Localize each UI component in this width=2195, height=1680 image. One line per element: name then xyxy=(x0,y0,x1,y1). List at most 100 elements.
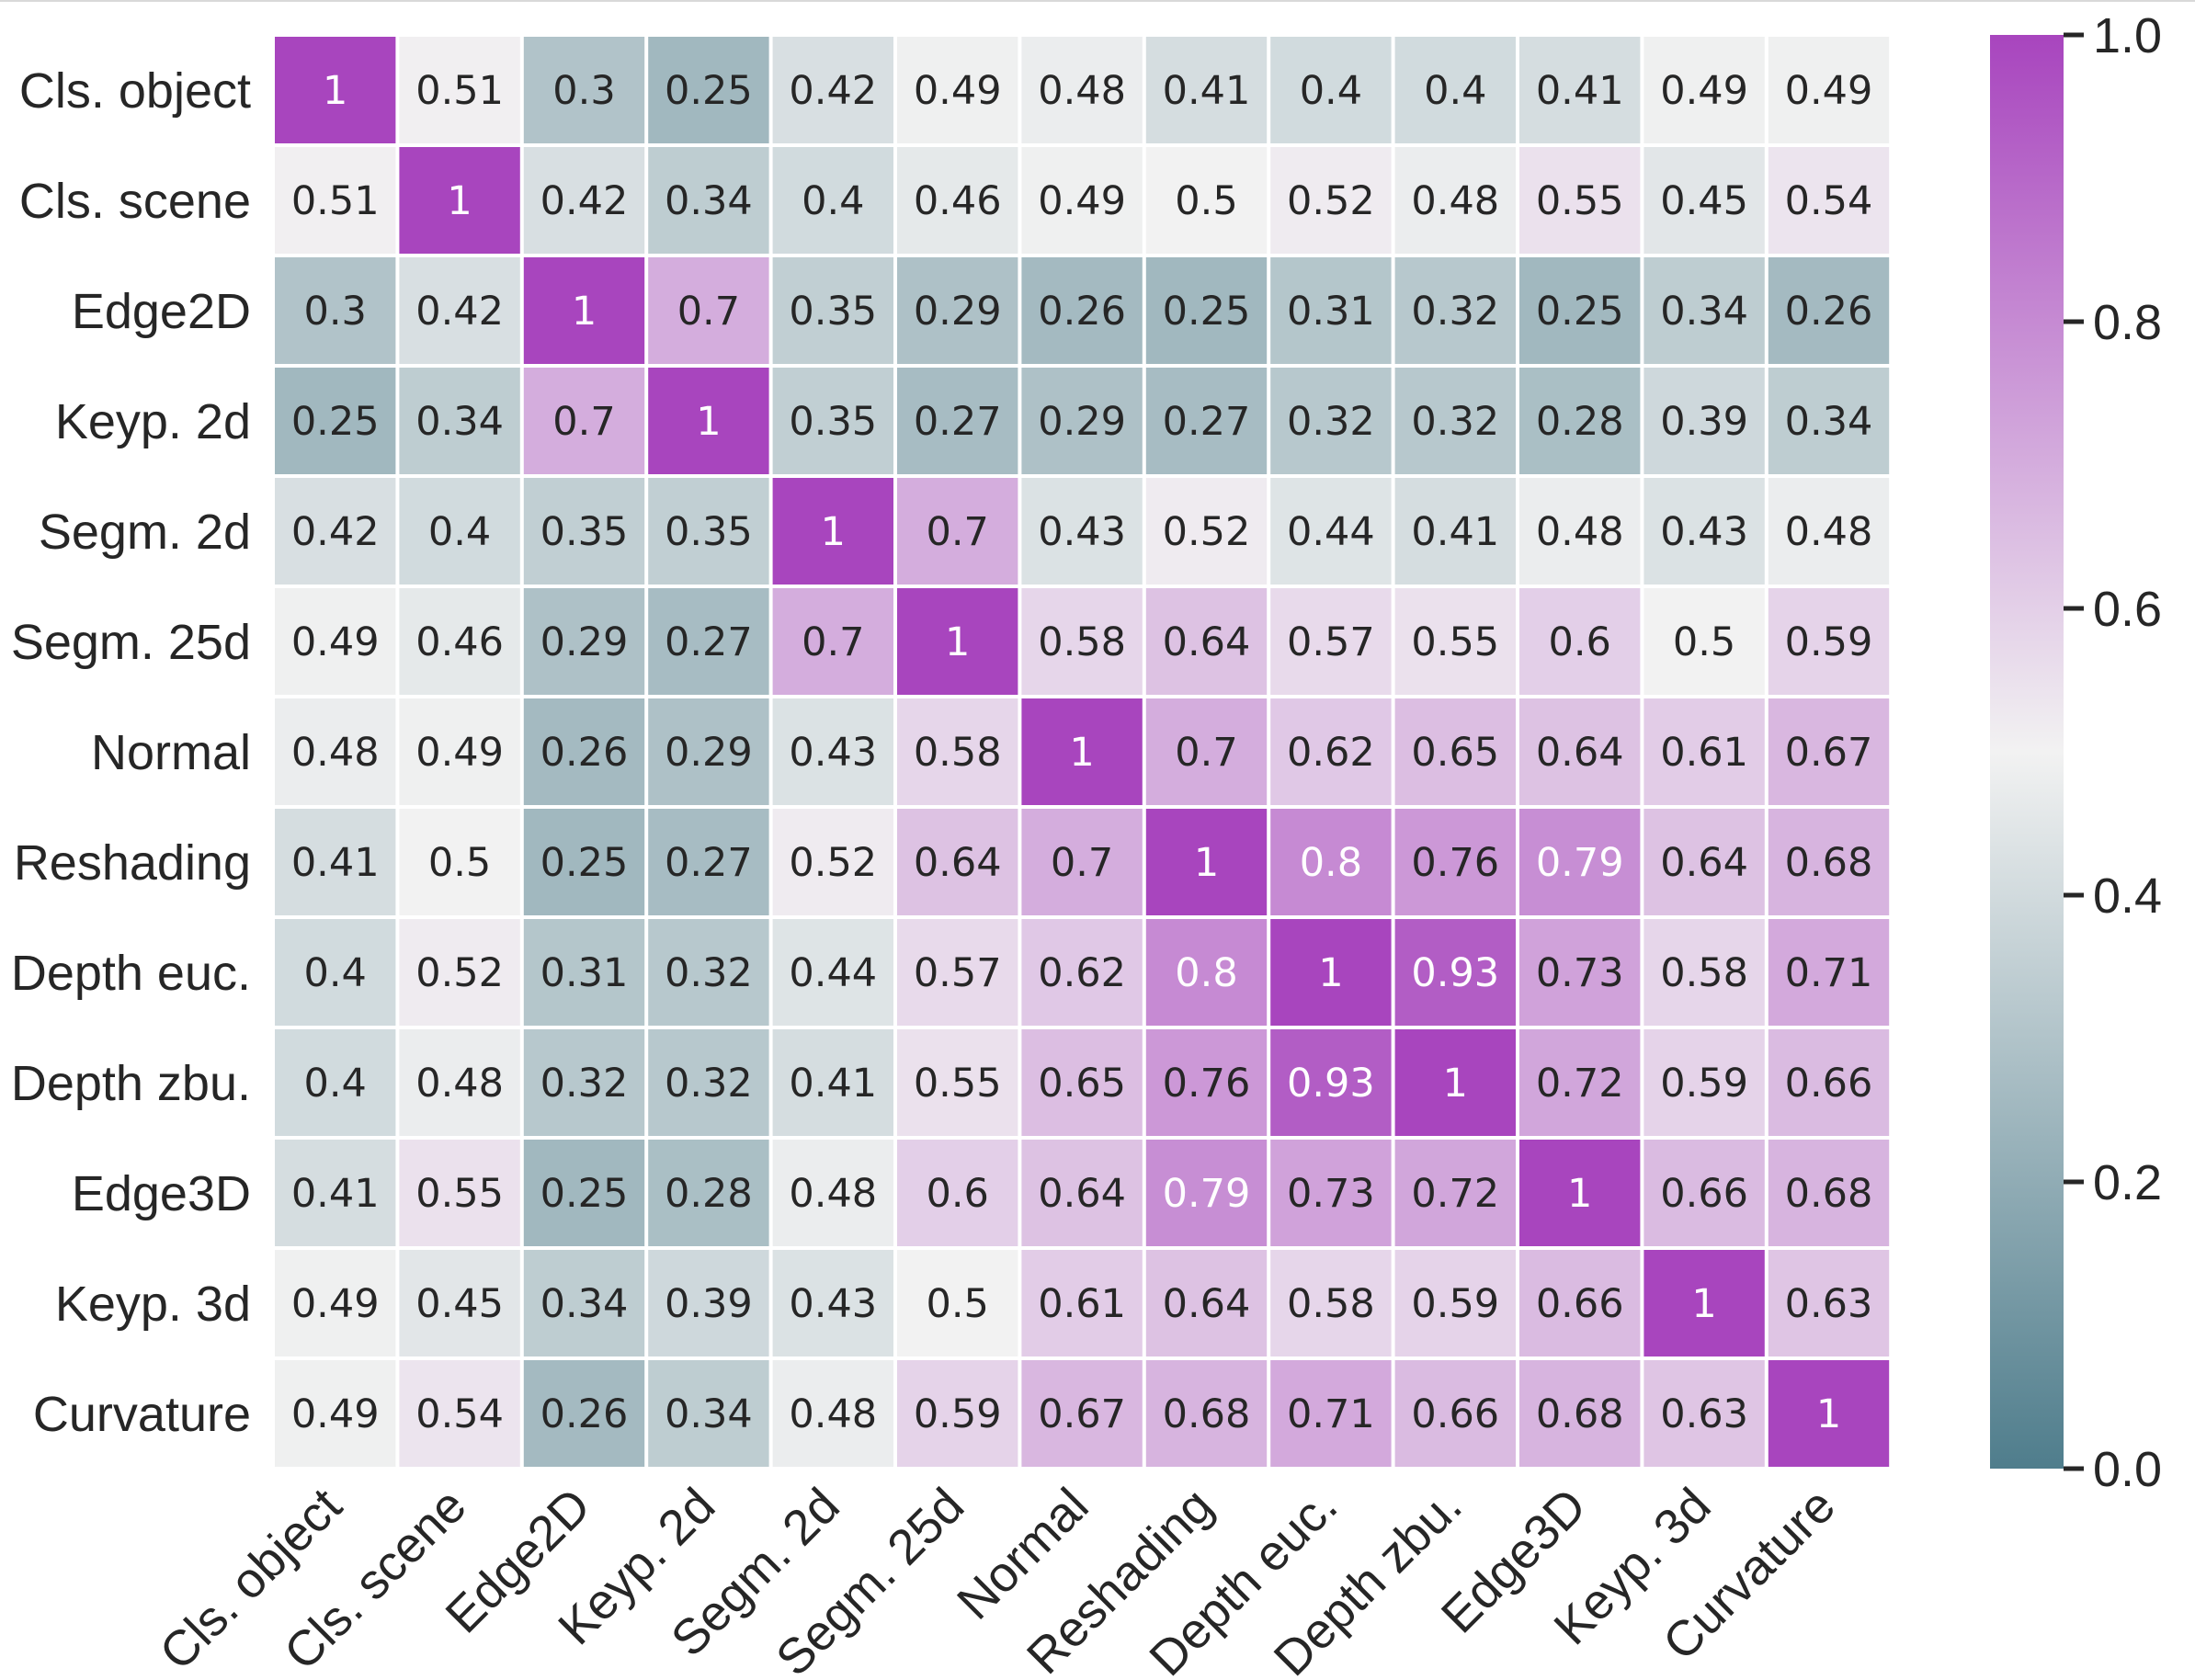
heatmap-cell xyxy=(648,478,769,585)
cell-value-label: 0.68 xyxy=(1785,840,1873,886)
cell-value-label: 0.48 xyxy=(789,1171,877,1217)
heatmap-cell xyxy=(275,257,396,364)
heatmap-cell xyxy=(897,1140,1018,1246)
cell-value-label: 0.4 xyxy=(1424,68,1486,114)
heatmap-cell xyxy=(1145,809,1268,915)
cell-value-label: 0.76 xyxy=(1163,1061,1251,1107)
cell-value-label: 0.57 xyxy=(1287,619,1375,665)
cell-value-label: 1 xyxy=(1691,1281,1716,1327)
cell-value-label: 0.34 xyxy=(1785,399,1873,445)
cell-value-label: 0.29 xyxy=(914,289,1002,335)
heatmap-cell xyxy=(1270,919,1392,1026)
heatmap-cell xyxy=(1270,698,1392,805)
heatmap-cell xyxy=(275,698,396,805)
cell-value-label: 0.93 xyxy=(1287,1061,1375,1107)
cell-value-label: 0.63 xyxy=(1660,1391,1748,1437)
row-label: Edge3D xyxy=(72,1166,251,1221)
heatmap-cell xyxy=(1768,1140,1890,1246)
heatmap-cell xyxy=(1643,1029,1765,1136)
heatmap-cell xyxy=(523,257,645,364)
cell-value-label: 0.63 xyxy=(1785,1281,1873,1327)
cell-value-label: 0.93 xyxy=(1411,950,1499,996)
heatmap-cell xyxy=(1270,1250,1392,1356)
cell-value-label: 0.64 xyxy=(1038,1171,1126,1217)
cell-value-label: 0.52 xyxy=(1287,178,1375,224)
cell-value-label: 0.41 xyxy=(291,1171,380,1217)
row-label: Curvature xyxy=(33,1387,251,1442)
heatmap-cell xyxy=(1270,147,1392,254)
cell-value-label: 0.67 xyxy=(1785,730,1873,776)
cell-value-label: 0.68 xyxy=(1785,1171,1873,1217)
heatmap-cell xyxy=(1270,588,1392,695)
heatmap-cell xyxy=(523,37,645,143)
heatmap-cell xyxy=(648,1250,769,1356)
heatmap-cell xyxy=(275,809,396,915)
cell-value-label: 0.64 xyxy=(914,840,1002,886)
cell-value-label: 0.5 xyxy=(927,1281,989,1327)
cell-value-label: 0.41 xyxy=(789,1061,877,1107)
cell-value-label: 0.27 xyxy=(1163,399,1251,445)
heatmap-cell xyxy=(523,478,645,585)
cell-value-label: 0.66 xyxy=(1785,1061,1873,1107)
heatmap-cell xyxy=(648,1140,769,1246)
heatmap-cell xyxy=(1270,37,1392,143)
heatmap-cell xyxy=(772,588,893,695)
cell-value-label: 0.29 xyxy=(540,619,629,665)
cell-value-label: 0.7 xyxy=(802,619,864,665)
heatmap-cell xyxy=(1021,1029,1143,1136)
heatmap-cell xyxy=(1643,1140,1765,1246)
cell-value-label: 0.68 xyxy=(1163,1391,1251,1437)
heatmap-cell xyxy=(275,1029,396,1136)
heatmap-cell xyxy=(1643,37,1765,143)
cell-value-label: 0.58 xyxy=(914,730,1002,776)
cell-value-label: 0.48 xyxy=(1785,509,1873,555)
cell-value-label: 0.59 xyxy=(1660,1061,1748,1107)
heatmap-cell xyxy=(897,1360,1018,1467)
cell-value-label: 0.45 xyxy=(415,1281,504,1327)
row-label: Cls. scene xyxy=(19,174,251,229)
cell-value-label: 0.64 xyxy=(1536,730,1624,776)
heatmap-cell xyxy=(1270,257,1392,364)
cell-value-label: 0.43 xyxy=(1660,509,1748,555)
heatmap-cell xyxy=(1394,698,1516,805)
row-label: Cls. object xyxy=(19,63,251,119)
heatmap-cell xyxy=(772,919,893,1026)
colorbar-tick-label: 0.4 xyxy=(2093,868,2162,924)
heatmap-cell xyxy=(1394,478,1516,585)
heatmap-cell xyxy=(1519,809,1641,915)
cell-value-label: 0.61 xyxy=(1660,730,1748,776)
cell-value-label: 0.79 xyxy=(1163,1171,1251,1217)
heatmap-cell xyxy=(399,588,520,695)
heatmap-cell xyxy=(1519,698,1641,805)
heatmap-cell-labels: 1 0.51 0.3 0.25 0.42 0.49 0.48 0.41 0.4 0.4 0.41 0.… xyxy=(291,68,1873,1437)
heatmap-cell xyxy=(648,919,769,1026)
cell-value-label: 0.35 xyxy=(540,509,629,555)
heatmap-cell xyxy=(772,1360,893,1467)
cell-value-label: 0.3 xyxy=(304,289,367,335)
heatmap-cell xyxy=(897,147,1018,254)
heatmap-cell xyxy=(1145,37,1268,143)
heatmap-cell xyxy=(897,1029,1018,1136)
cell-value-label: 0.25 xyxy=(291,399,380,445)
heatmap-cell xyxy=(1270,368,1392,474)
cell-value-label: 0.3 xyxy=(552,68,615,114)
heatmap-cell xyxy=(1394,368,1516,474)
cell-value-label: 0.34 xyxy=(1660,289,1748,335)
cell-value-label: 0.49 xyxy=(291,619,380,665)
cell-value-label: 0.68 xyxy=(1536,1391,1624,1437)
cell-value-label: 0.66 xyxy=(1536,1281,1624,1327)
heatmap-cell xyxy=(772,1250,893,1356)
cell-value-label: 0.35 xyxy=(789,399,877,445)
cell-value-label: 0.26 xyxy=(540,730,629,776)
cell-value-label: 0.8 xyxy=(1175,950,1237,996)
cell-value-label: 0.48 xyxy=(789,1391,877,1437)
cell-value-label: 0.49 xyxy=(1038,178,1126,224)
heatmap-cell xyxy=(772,1140,893,1246)
cell-value-label: 0.64 xyxy=(1163,619,1251,665)
cell-value-label: 1 xyxy=(1194,840,1219,886)
heatmap-cell xyxy=(1643,257,1765,364)
heatmap-cell xyxy=(1519,919,1641,1026)
heatmap-cell xyxy=(523,698,645,805)
cell-value-label: 0.64 xyxy=(1660,840,1748,886)
